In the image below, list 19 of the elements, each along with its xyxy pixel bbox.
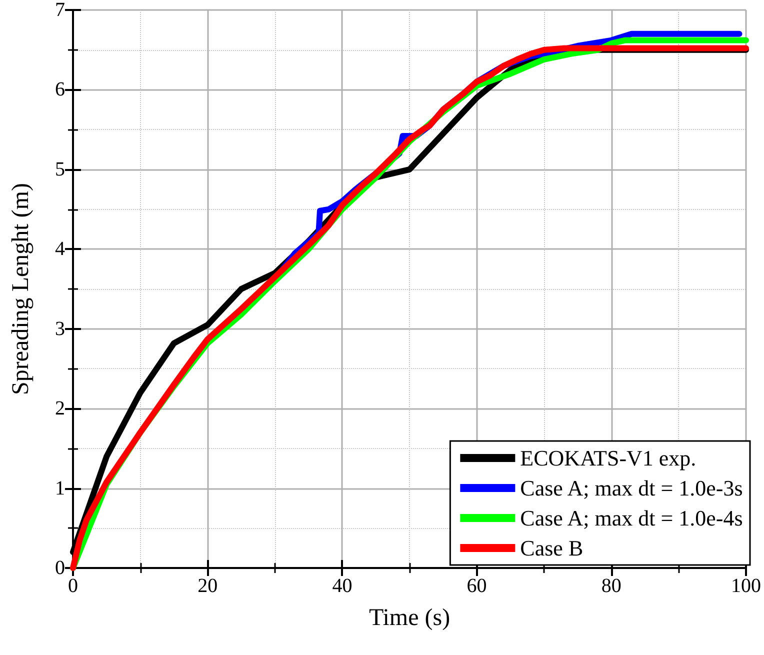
y-tick-label: 5: [55, 158, 65, 180]
y-tick-label: 2: [55, 398, 65, 420]
x-tick-label: 60: [466, 575, 487, 597]
y-tick-label: 1: [55, 477, 65, 500]
x-tick-label: 20: [198, 575, 218, 597]
y-tick-label: 7: [55, 0, 65, 21]
x-tick-label: 100: [731, 575, 761, 597]
y-tick-label: 3: [55, 318, 65, 340]
legend-label: Case A; max dt = 1.0e-4s: [520, 506, 743, 530]
legend-label: ECOKATS-V1 exp.: [520, 446, 696, 470]
legend-label: Case B: [520, 536, 584, 560]
x-tick-label: 40: [332, 575, 352, 597]
x-tick-label: 80: [601, 575, 622, 597]
legend-label: Case A; max dt = 1.0e-3s: [520, 476, 743, 500]
y-tick-label: 6: [55, 78, 65, 101]
y-tick-label: 4: [55, 238, 65, 260]
y-tick-label: 0: [55, 557, 65, 579]
x-axis-title: Time (s): [368, 605, 450, 631]
y-axis-title: Spreading Lenght (m): [8, 183, 34, 395]
